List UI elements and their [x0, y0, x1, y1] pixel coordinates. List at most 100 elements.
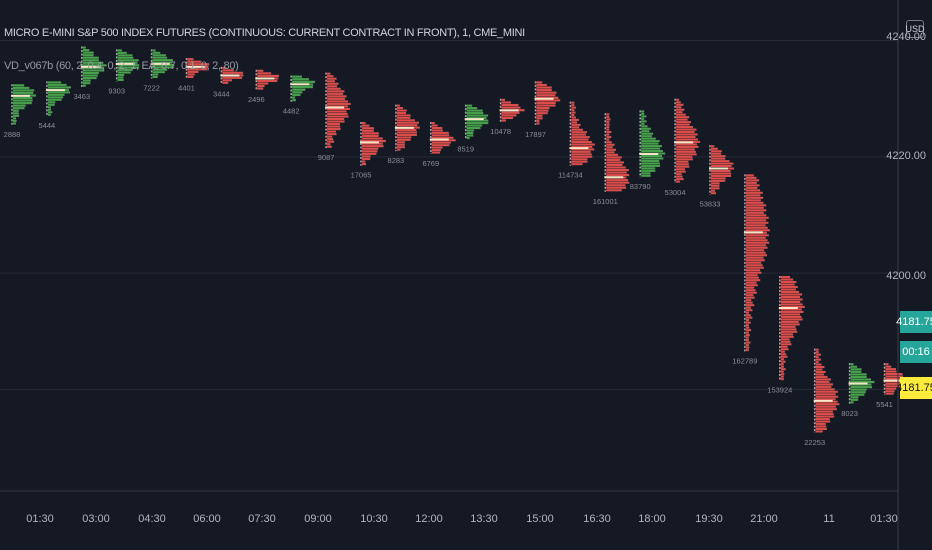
- volume-bar: [536, 83, 547, 87]
- volume-bar: [676, 101, 681, 104]
- volume-bar: [641, 140, 660, 143]
- volume-bar: [13, 107, 25, 110]
- volume-bar: [362, 160, 366, 163]
- volume-bar: [466, 112, 484, 115]
- volume-bar: [327, 145, 332, 148]
- volume-bar: [780, 345, 788, 348]
- volume-bar: [396, 133, 417, 136]
- volume-bar: [571, 118, 579, 121]
- volume-bar: [676, 165, 690, 168]
- volume-bar: [501, 98, 505, 101]
- volume-bar: [82, 71, 99, 75]
- volume-bar: [780, 288, 797, 291]
- volume-bar: [13, 114, 20, 117]
- volume-bar: [745, 276, 759, 279]
- volume-bar: [745, 246, 768, 249]
- volume-bar: [362, 124, 370, 127]
- volume-bar: [780, 278, 794, 281]
- volume-bar: [745, 349, 749, 352]
- currency-button[interactable]: USD: [906, 20, 925, 38]
- volume-bar: [606, 181, 630, 184]
- volume-bar: [815, 363, 822, 366]
- volume-bar: [117, 61, 138, 64]
- volume-label: 8283: [388, 156, 405, 165]
- volume-bar: [327, 133, 337, 136]
- volume-bar: [13, 91, 34, 95]
- volume-bar: [222, 66, 227, 69]
- volume-label: 4482: [283, 107, 300, 116]
- volume-bar: [396, 116, 411, 119]
- volume-bar: [641, 130, 650, 133]
- volume-bar: [257, 84, 265, 88]
- volume-label: 2888: [4, 130, 21, 139]
- volume-label: 17897: [525, 130, 546, 139]
- volume-bar: [431, 134, 450, 137]
- volume-bar: [47, 98, 62, 101]
- volume-bar: [780, 378, 784, 381]
- volume-bar: [501, 101, 511, 104]
- volume-bar: [745, 199, 761, 202]
- volume-bar: [466, 134, 474, 137]
- volume-bar: [571, 133, 586, 136]
- indicator-legend[interactable]: VD_v067b (60, 2, 0.4, 0, 2, 1, EA, 0.7, …: [4, 60, 239, 72]
- volume-bar: [711, 172, 732, 175]
- volume-bar: [571, 153, 592, 156]
- volume-bar: [327, 72, 331, 75]
- volume-bar: [745, 186, 758, 189]
- time-label: 10:30: [360, 513, 388, 525]
- volume-bar: [571, 113, 575, 117]
- volume-bar: [606, 120, 610, 124]
- volume-bar: [676, 121, 692, 124]
- volume-bar: [292, 78, 309, 81]
- volume-bar: [885, 382, 905, 385]
- volume-profile: 3463: [73, 46, 107, 101]
- volume-bar: [82, 84, 86, 87]
- volume-bar: [641, 174, 651, 177]
- volume-bar: [396, 124, 418, 127]
- volume-bar: [396, 111, 407, 114]
- volume-bar: [676, 98, 680, 101]
- volume-bar: [187, 68, 208, 71]
- volume-bar: [13, 117, 16, 120]
- volume-bar: [885, 385, 904, 388]
- time-label: 12:00: [415, 513, 443, 525]
- volume-bar: [536, 119, 540, 122]
- volume-bar: [850, 393, 865, 396]
- volume-bar: [780, 328, 797, 331]
- volume-bar: [780, 350, 785, 353]
- volume-bar: [222, 76, 243, 79]
- volume-bar: [745, 286, 755, 289]
- volume-bar: [711, 187, 720, 190]
- volume-bar: [606, 141, 612, 144]
- volume-bar: [536, 104, 556, 107]
- volume-bar: [13, 89, 35, 92]
- volume-bar: [815, 390, 838, 393]
- volume-profile: 4482: [283, 75, 315, 116]
- volume-label: 17065: [351, 171, 372, 180]
- volume-bar: [676, 160, 689, 163]
- volume-bar: [47, 113, 51, 116]
- volume-bar: [711, 177, 726, 180]
- volume-bar: [327, 140, 335, 143]
- volume-bar: [745, 304, 755, 307]
- volume-bar: [815, 427, 827, 431]
- volume-bar: [711, 147, 718, 150]
- volume-bar: [745, 184, 760, 187]
- volume-bar: [850, 398, 859, 401]
- volume-bar: [815, 388, 835, 391]
- volume-bar: [47, 81, 62, 84]
- volume-bar: [780, 276, 791, 279]
- volume-bar: [711, 174, 732, 177]
- volume-bar: [222, 81, 229, 84]
- volume-bar: [780, 353, 787, 356]
- volume-bar: [257, 82, 269, 85]
- volume-bar: [501, 103, 519, 107]
- volume-bar: [745, 341, 751, 344]
- volume-bar: [606, 113, 610, 116]
- volume-bar: [676, 113, 686, 116]
- volume-bar: [536, 94, 556, 97]
- volume-bar: [117, 56, 134, 59]
- volume-label: 9303: [108, 86, 125, 95]
- volume-bar: [362, 134, 379, 138]
